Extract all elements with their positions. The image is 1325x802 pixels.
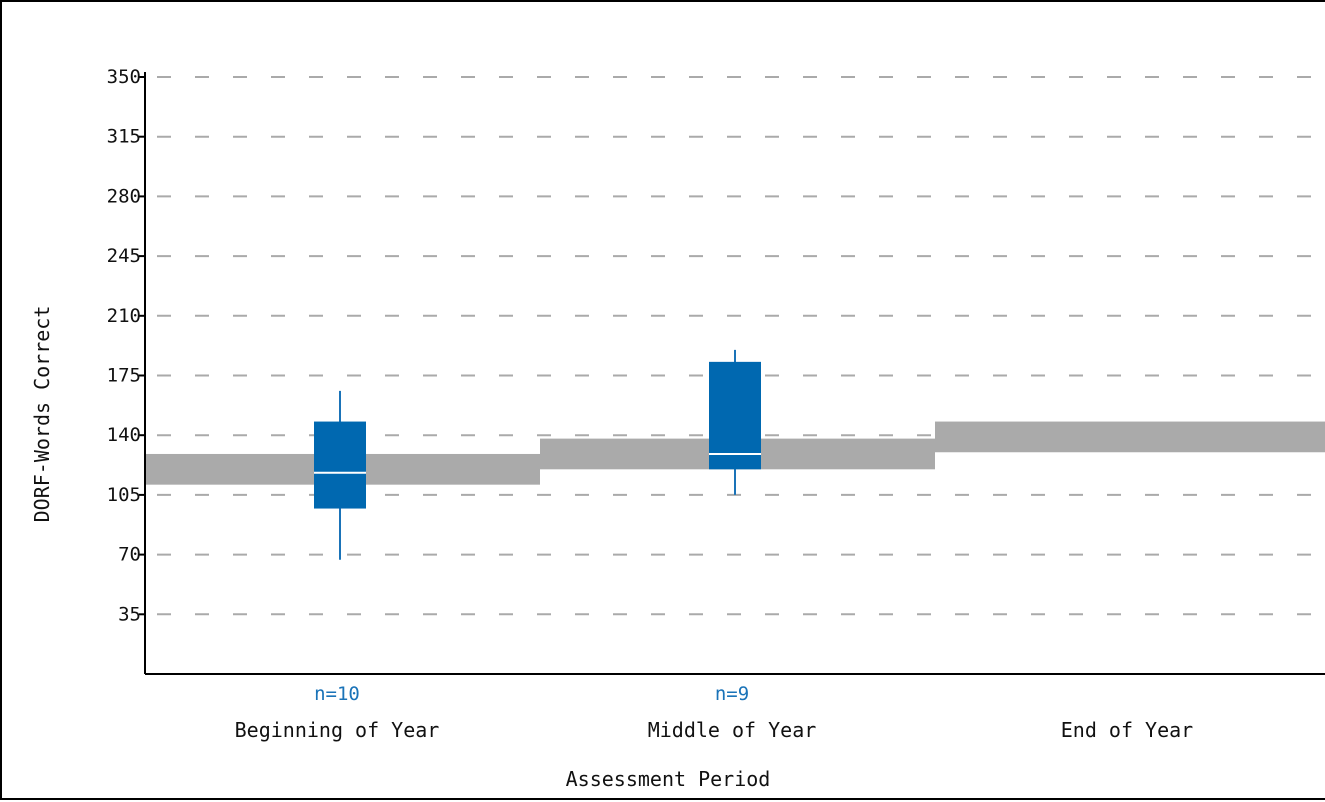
y-tick-label: 280	[107, 185, 141, 207]
box-iqr	[709, 361, 761, 470]
x-category-label: Beginning of Year	[235, 718, 440, 742]
box-iqr	[314, 421, 366, 509]
y-tick-label: 35	[118, 603, 141, 625]
y-tick-labels: 35 70 105 140 175 210 245 280 315 350	[107, 66, 145, 625]
y-tick-label: 315	[107, 126, 141, 148]
benchmark-band	[935, 421, 1325, 453]
n-count-label: n=9	[715, 683, 749, 705]
x-category-label: Middle of Year	[648, 718, 817, 742]
axes	[144, 72, 1325, 675]
y-tick-label: 140	[107, 424, 141, 446]
box-plots	[314, 349, 761, 560]
y-tick-label: 210	[107, 305, 141, 327]
x-category-labels: n=10 Beginning of Year n=9 Middle of Year En…	[235, 683, 1194, 742]
y-tick-label: 175	[107, 365, 141, 387]
y-tick-label: 70	[118, 544, 141, 566]
x-category-label: End of Year	[1061, 718, 1193, 742]
y-tick-label: 105	[107, 484, 141, 506]
y-tick-label: 350	[107, 66, 141, 88]
y-axis-title: DORF-Words Correct	[30, 306, 54, 523]
y-tick-label: 245	[107, 245, 141, 267]
gridlines	[145, 76, 1325, 616]
n-count-label: n=10	[314, 683, 360, 705]
x-axis-title: Assessment Period	[566, 767, 771, 791]
